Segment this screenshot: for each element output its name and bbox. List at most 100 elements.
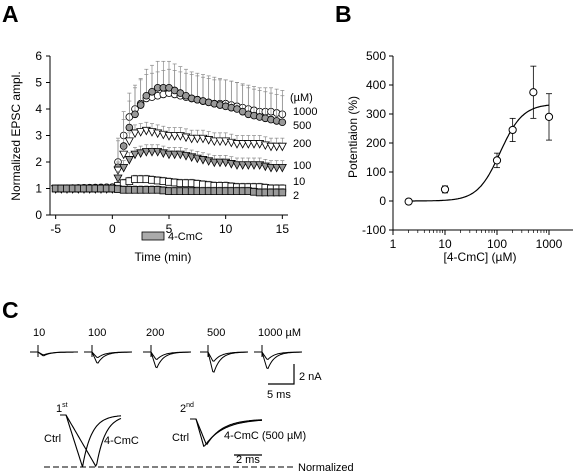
series-label-1000: 1000 bbox=[293, 106, 317, 118]
data-point bbox=[529, 88, 538, 97]
panel-a-series bbox=[51, 60, 287, 197]
data-point bbox=[164, 150, 174, 160]
data-point bbox=[131, 110, 139, 119]
conc-label-200: 200 bbox=[146, 327, 164, 339]
data-point bbox=[209, 158, 219, 168]
drug-bar-label: 4-CmC bbox=[168, 231, 203, 243]
data-point bbox=[404, 197, 413, 206]
panel-a-xlabel: Time (min) bbox=[135, 250, 192, 264]
data-point bbox=[136, 128, 146, 137]
conc-label-10: 10 bbox=[33, 327, 45, 339]
series-label-10: 10 bbox=[293, 176, 305, 188]
y-tick-label: 1 bbox=[35, 182, 42, 196]
first-pulse-label: 1st bbox=[56, 402, 68, 415]
data-point bbox=[272, 164, 282, 173]
panel-a-series-labels: 1000 500 200 100 10 2 bbox=[293, 106, 317, 202]
ctrl-label-1: Ctrl bbox=[44, 433, 61, 445]
data-point bbox=[147, 148, 157, 157]
drug-bar bbox=[141, 231, 165, 241]
y-tick-label: 200 bbox=[366, 136, 386, 150]
y-tick-label: 5 bbox=[35, 76, 42, 90]
panel-b-axes: -100 0 100 200 300 400 500 1 10 100 1000 bbox=[362, 49, 573, 251]
data-point bbox=[266, 164, 276, 173]
data-point bbox=[124, 137, 134, 147]
panel-a-axes: 0 1 2 3 4 5 6 -5 0 5 10 15 bbox=[35, 49, 289, 236]
data-point bbox=[124, 156, 134, 165]
y-tick-label: -100 bbox=[362, 223, 386, 237]
data-point bbox=[119, 150, 129, 160]
data-point bbox=[266, 142, 276, 152]
x-tick-label: 15 bbox=[276, 222, 290, 236]
conc-label-100: 100 bbox=[88, 327, 106, 339]
current-trace bbox=[30, 351, 78, 357]
data-point bbox=[125, 123, 134, 132]
x-tick-label: 10 bbox=[219, 222, 233, 236]
x-tick-label: 100 bbox=[487, 237, 507, 251]
data-point bbox=[130, 150, 140, 160]
data-point bbox=[232, 140, 242, 149]
data-point bbox=[243, 161, 253, 170]
drug-label-2: 4-CmC (500 µM) bbox=[224, 430, 306, 442]
drug-trace-2 bbox=[190, 418, 262, 446]
x-tick-label: 5 bbox=[166, 222, 173, 236]
data-point bbox=[277, 142, 287, 152]
y-tick-label: 0 bbox=[379, 194, 386, 208]
data-point bbox=[238, 140, 248, 149]
y-tick-label: 2 bbox=[35, 155, 42, 169]
current-trace bbox=[254, 351, 303, 370]
drug-trace-1 bbox=[60, 414, 122, 468]
data-point bbox=[243, 140, 253, 149]
data-point bbox=[238, 161, 248, 170]
series-label-200: 200 bbox=[293, 138, 311, 150]
data-point bbox=[278, 188, 287, 197]
series-2 bbox=[51, 184, 287, 197]
data-point bbox=[249, 161, 259, 170]
data-point bbox=[272, 142, 282, 152]
series-label-500: 500 bbox=[293, 120, 311, 132]
data-point bbox=[508, 125, 517, 135]
panel-b-points bbox=[404, 65, 554, 206]
ctrl-label-2: Ctrl bbox=[172, 432, 189, 444]
data-point bbox=[170, 150, 180, 160]
data-point bbox=[277, 164, 287, 173]
y-tick-label: 400 bbox=[366, 78, 386, 92]
y-tick-label: 100 bbox=[366, 165, 386, 179]
data-point bbox=[492, 156, 502, 165]
panel-b-chart: -100 0 100 200 300 400 500 1 10 100 1000 [4-CmC] (… bbox=[346, 49, 573, 264]
second-pulse-label: 2nd bbox=[180, 402, 194, 415]
series-500 bbox=[51, 60, 287, 193]
x-tick-label: 1 bbox=[390, 237, 397, 251]
panel-letter-c: C bbox=[2, 297, 19, 323]
y-tick-label: 6 bbox=[35, 49, 42, 63]
scale-label-2ms: 2 ms bbox=[236, 454, 260, 466]
scale-label-ms: 5 ms bbox=[267, 389, 291, 401]
current-trace bbox=[84, 351, 133, 364]
x-tick-label: -5 bbox=[50, 222, 61, 236]
panel-b-ylabel: Potentiaion (%) bbox=[346, 96, 360, 178]
x-tick-label: 1000 bbox=[536, 237, 563, 251]
data-point bbox=[215, 158, 225, 168]
data-point bbox=[119, 164, 129, 173]
data-point bbox=[278, 118, 287, 127]
panel-c-traces: 10 100 200 500 1000 µM 2 nA 5 ms 1st 2nd… bbox=[30, 327, 354, 474]
data-point bbox=[164, 132, 174, 141]
panel-b-xlabel: [4-CmC] (µM) bbox=[444, 250, 517, 264]
data-point bbox=[136, 149, 146, 158]
y-tick-label: 3 bbox=[35, 129, 42, 143]
data-point bbox=[209, 137, 219, 147]
ctrl-trace-1 bbox=[60, 414, 122, 468]
panel-a-ylabel: Normalized EPSC ampl. bbox=[9, 71, 23, 200]
data-point bbox=[440, 185, 450, 194]
series-label-100: 100 bbox=[293, 160, 311, 172]
x-tick-label: 0 bbox=[109, 222, 116, 236]
scale-label-na: 2 nA bbox=[299, 371, 322, 383]
fit-curve bbox=[408, 104, 550, 202]
data-point bbox=[113, 174, 123, 184]
drug-label-1: 4-CmC bbox=[104, 435, 139, 447]
conc-label-1000: 1000 µM bbox=[258, 327, 301, 339]
normalized-traces bbox=[60, 414, 263, 468]
panel-a-chart: 0 1 2 3 4 5 6 -5 0 5 10 15 1000 500 200 100 10 2 (µM) 4-… bbox=[9, 49, 317, 264]
data-point bbox=[130, 129, 140, 139]
data-point bbox=[148, 87, 156, 96]
